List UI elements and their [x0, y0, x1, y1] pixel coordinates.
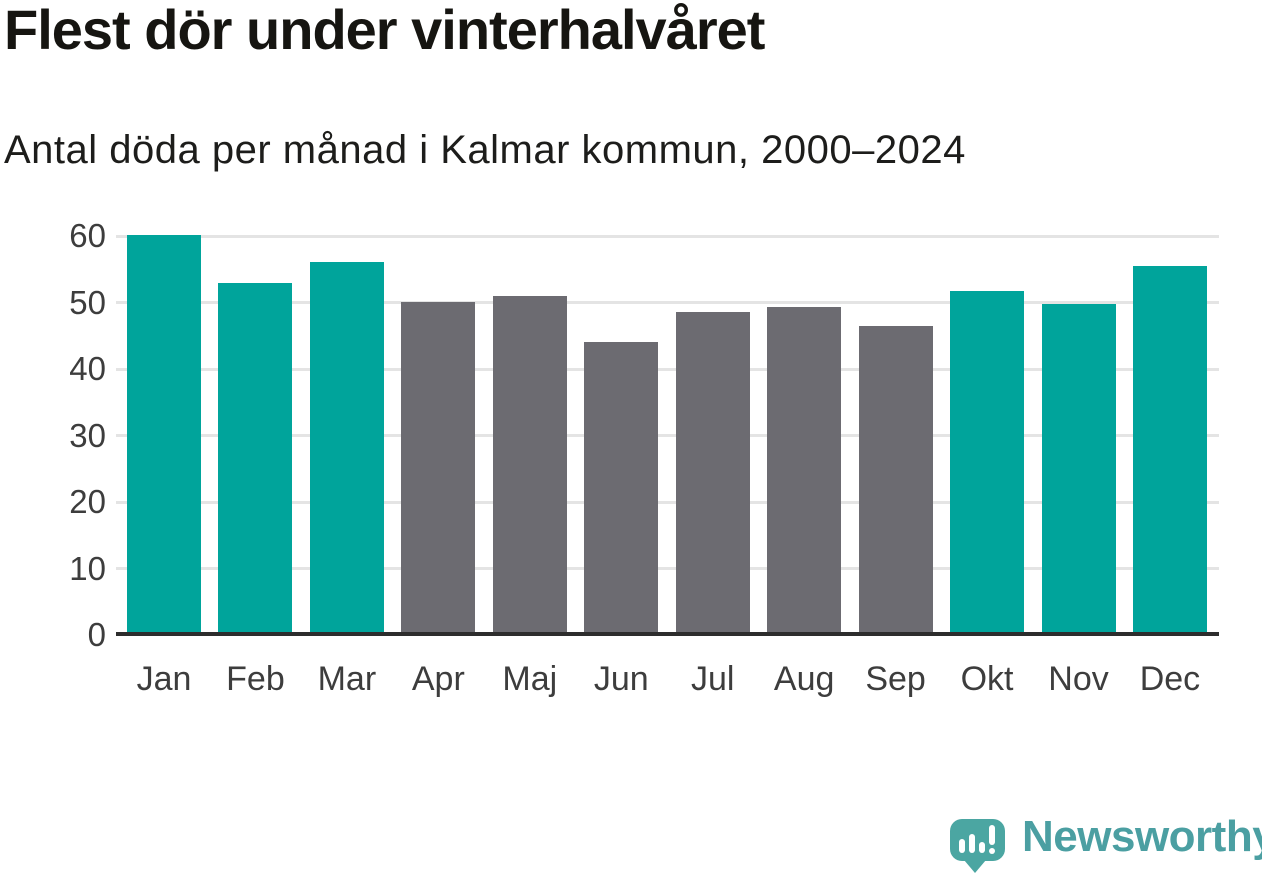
gridline-50	[116, 301, 1219, 304]
bar-sep	[858, 326, 933, 635]
bar-apr	[401, 301, 476, 635]
x-label-aug: Aug	[773, 660, 835, 698]
y-tick-label-40: 40	[69, 350, 106, 387]
y-tick-label-60: 60	[69, 217, 106, 254]
x-label-okt: Okt	[960, 660, 1014, 698]
x-label-maj: Maj	[502, 660, 558, 698]
gridline-40	[116, 367, 1219, 371]
y-tick-label-20: 20	[69, 483, 106, 520]
bar-okt	[950, 290, 1025, 635]
x-label-jun: Jun	[593, 660, 649, 698]
y-tick-label-50: 50	[69, 283, 106, 321]
gridline-60	[116, 234, 1219, 238]
x-label-mar: Mar	[317, 660, 377, 698]
newsworthy-logo: Newsworthy	[948, 812, 1262, 876]
x-label-feb: Feb	[226, 660, 285, 698]
chart-title: Flest dör under vinterhalvåret	[4, 0, 765, 61]
gridline-10	[116, 567, 1219, 570]
bar-dec	[1132, 265, 1207, 635]
gridline-20	[116, 500, 1219, 504]
newsworthy-brand-text: Newsworthy	[1022, 812, 1262, 861]
bar-jul	[675, 312, 750, 635]
chart-subtitle: Antal döda per månad i Kalmar kommun, 20…	[4, 128, 966, 172]
x-label-dec: Dec	[1139, 660, 1201, 698]
y-tick-label-0: 0	[87, 616, 106, 653]
bar-aug	[767, 307, 842, 635]
x-label-sep: Sep	[865, 660, 926, 698]
x-axis-line	[116, 632, 1219, 636]
x-label-jan: Jan	[136, 660, 192, 698]
x-label-nov: Nov	[1048, 660, 1109, 698]
x-label-jul: Jul	[690, 660, 735, 698]
gridline-30	[116, 434, 1219, 437]
y-tick-label-30: 30	[69, 416, 106, 454]
x-label-apr: Apr	[411, 660, 465, 698]
bar-jan	[127, 235, 201, 635]
bar-mar	[309, 261, 384, 635]
bar-maj	[492, 295, 567, 635]
y-tick-label-10: 10	[69, 549, 106, 587]
bar-nov	[1041, 304, 1116, 635]
bar-jun	[584, 341, 659, 635]
bar-feb	[218, 282, 293, 635]
